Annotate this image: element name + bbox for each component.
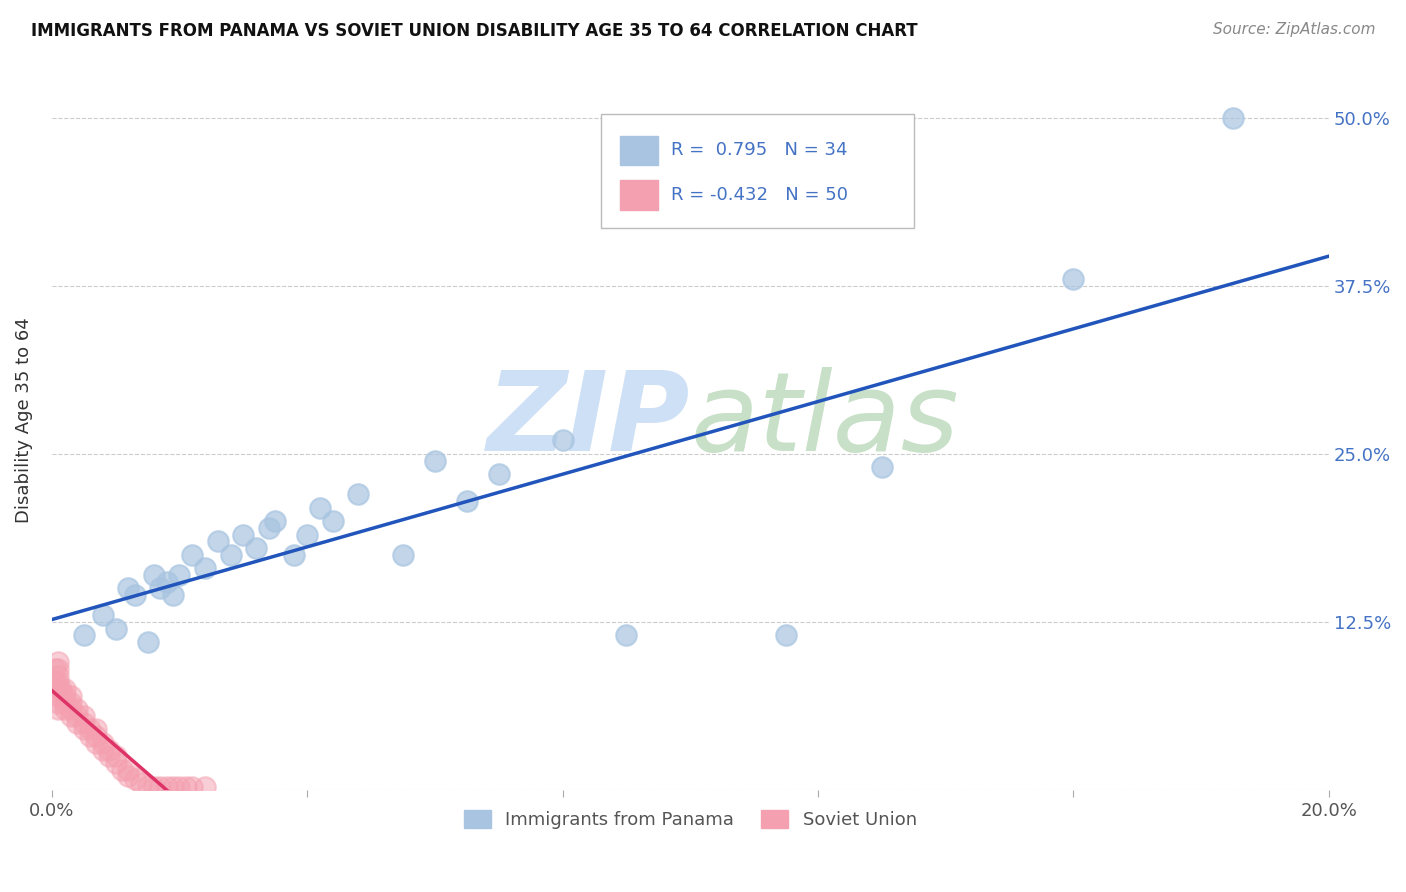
Point — [46, 662, 69, 676]
Point — [169, 567, 191, 582]
Point — [194, 780, 217, 795]
Point — [775, 628, 797, 642]
Point — [44, 675, 66, 690]
Point — [488, 467, 510, 481]
FancyBboxPatch shape — [620, 136, 658, 165]
Point — [117, 769, 139, 783]
Point — [79, 729, 101, 743]
Y-axis label: Disability Age 35 to 64: Disability Age 35 to 64 — [15, 318, 32, 524]
Point — [46, 702, 69, 716]
Point — [111, 763, 134, 777]
Point — [46, 696, 69, 710]
Point — [616, 628, 638, 642]
Point — [98, 742, 121, 756]
FancyBboxPatch shape — [600, 113, 914, 228]
Point — [392, 548, 415, 562]
Point — [257, 521, 280, 535]
Point — [149, 780, 172, 795]
Point — [264, 514, 287, 528]
Point — [73, 723, 96, 737]
Point — [66, 709, 89, 723]
Point — [46, 682, 69, 697]
Point — [59, 709, 82, 723]
Point — [91, 742, 114, 756]
Point — [347, 487, 370, 501]
Point — [73, 709, 96, 723]
Point — [149, 582, 172, 596]
Point — [91, 736, 114, 750]
Point — [91, 608, 114, 623]
Point — [53, 682, 76, 697]
Point — [207, 534, 229, 549]
Point — [46, 675, 69, 690]
Point — [295, 527, 318, 541]
Text: R =  0.795   N = 34: R = 0.795 N = 34 — [671, 142, 848, 160]
Text: atlas: atlas — [690, 367, 959, 474]
Point — [181, 780, 204, 795]
Point — [194, 561, 217, 575]
Point — [104, 749, 127, 764]
Point — [181, 548, 204, 562]
Point — [86, 736, 108, 750]
Text: IMMIGRANTS FROM PANAMA VS SOVIET UNION DISABILITY AGE 35 TO 64 CORRELATION CHART: IMMIGRANTS FROM PANAMA VS SOVIET UNION D… — [31, 22, 918, 40]
Point — [162, 588, 184, 602]
FancyBboxPatch shape — [620, 180, 658, 210]
Point — [156, 780, 179, 795]
Point — [129, 776, 152, 790]
Point — [53, 689, 76, 703]
Text: Source: ZipAtlas.com: Source: ZipAtlas.com — [1212, 22, 1375, 37]
Point — [104, 622, 127, 636]
Point — [142, 567, 165, 582]
Point — [59, 702, 82, 716]
Point — [73, 715, 96, 730]
Legend: Immigrants from Panama, Soviet Union: Immigrants from Panama, Soviet Union — [457, 803, 924, 837]
Point — [44, 662, 66, 676]
Point — [124, 772, 146, 787]
Point — [870, 460, 893, 475]
Point — [136, 779, 159, 793]
Point — [1062, 272, 1084, 286]
Point — [46, 668, 69, 682]
Point — [219, 548, 242, 562]
Point — [86, 723, 108, 737]
Point — [59, 689, 82, 703]
Point — [98, 749, 121, 764]
Point — [174, 780, 197, 795]
Point — [1222, 111, 1244, 125]
Point — [169, 780, 191, 795]
Point — [46, 689, 69, 703]
Point — [53, 696, 76, 710]
Point — [423, 453, 446, 467]
Text: ZIP: ZIP — [486, 367, 690, 474]
Point — [156, 574, 179, 589]
Point — [162, 780, 184, 795]
Point — [117, 582, 139, 596]
Point — [86, 729, 108, 743]
Point — [79, 723, 101, 737]
Text: R = -0.432   N = 50: R = -0.432 N = 50 — [671, 186, 848, 204]
Point — [456, 494, 478, 508]
Point — [245, 541, 267, 555]
Point — [136, 635, 159, 649]
Point — [73, 628, 96, 642]
Point — [551, 434, 574, 448]
Point — [104, 756, 127, 770]
Point — [46, 655, 69, 669]
Point — [124, 588, 146, 602]
Point — [66, 702, 89, 716]
Point — [66, 715, 89, 730]
Point — [117, 763, 139, 777]
Point — [59, 696, 82, 710]
Point — [283, 548, 305, 562]
Point — [53, 702, 76, 716]
Point — [322, 514, 344, 528]
Point — [51, 682, 73, 697]
Point — [309, 500, 332, 515]
Point — [232, 527, 254, 541]
Point — [142, 780, 165, 795]
